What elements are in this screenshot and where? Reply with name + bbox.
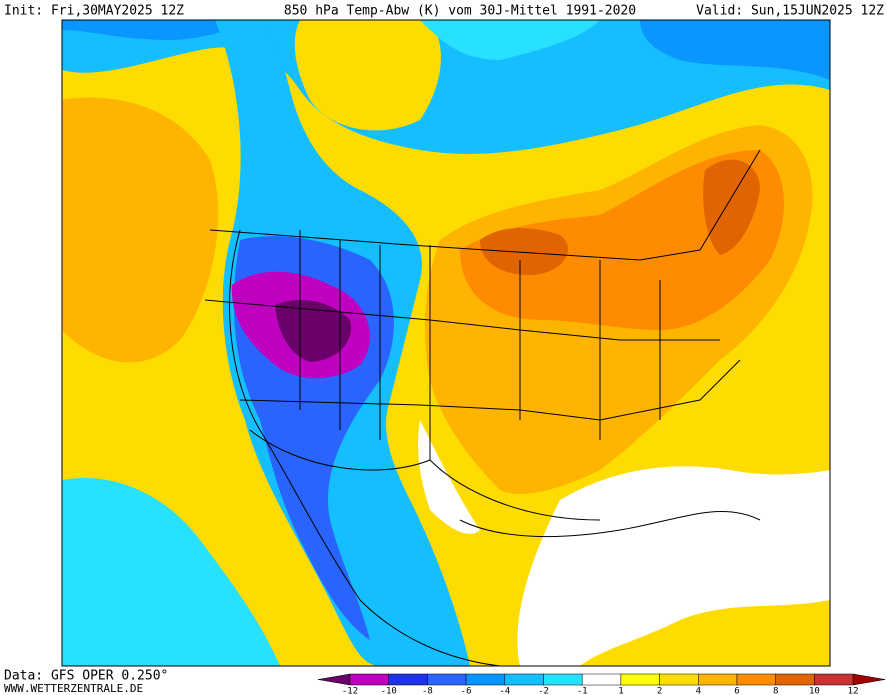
map bbox=[61, 19, 831, 667]
map-title: 850 hPa Temp-Abw (K) vom 30J-Mittel 1991… bbox=[284, 4, 636, 19]
colorbar-segment bbox=[317, 673, 351, 686]
colorbar-segment bbox=[465, 673, 506, 686]
colorbar-segment bbox=[698, 673, 738, 686]
colorbar-segment bbox=[504, 673, 544, 686]
colorbar-label: 8 bbox=[773, 687, 778, 695]
colorbar-label: 12 bbox=[848, 687, 859, 695]
colorbar-segment bbox=[620, 673, 660, 686]
colorbar-label: -10 bbox=[381, 687, 397, 695]
colorbar-label: 6 bbox=[734, 687, 739, 695]
colorbar-segment bbox=[814, 673, 854, 686]
colorbar-segment bbox=[427, 673, 467, 686]
colorbar-segment bbox=[659, 673, 699, 686]
colorbar-label: -1 bbox=[577, 687, 588, 695]
colorbar-label: -8 bbox=[422, 687, 433, 695]
colorbar-label: -4 bbox=[499, 687, 510, 695]
colorbar: -12 -10 -8 -6 -4 -2 -1 1 2 4 6 8 10 12 bbox=[317, 673, 886, 695]
colorbar-label: -6 bbox=[461, 687, 472, 695]
valid-time: Valid: Sun,15JUN2025 12Z bbox=[696, 4, 884, 19]
colorbar-segment bbox=[581, 673, 622, 686]
colorbar-label: -2 bbox=[538, 687, 549, 695]
colorbar-label: 4 bbox=[696, 687, 701, 695]
init-time: Init: Fri,30MAY2025 12Z bbox=[4, 4, 184, 19]
colorbar-segment bbox=[349, 673, 389, 686]
colorbar-segment bbox=[736, 673, 776, 686]
colorbar-label: 1 bbox=[618, 687, 623, 695]
map-frame bbox=[61, 19, 831, 667]
data-source: Data: GFS OPER 0.250° bbox=[4, 669, 168, 684]
colorbar-segment bbox=[388, 673, 428, 686]
colorbar-label: 10 bbox=[809, 687, 820, 695]
website: WWW.WETTERZENTRALE.DE bbox=[4, 682, 143, 695]
colorbar-label: 2 bbox=[657, 687, 662, 695]
colorbar-segment bbox=[852, 673, 886, 686]
colorbar-label: -12 bbox=[342, 687, 358, 695]
colorbar-segment bbox=[775, 673, 815, 686]
colorbar-segment bbox=[543, 673, 583, 686]
